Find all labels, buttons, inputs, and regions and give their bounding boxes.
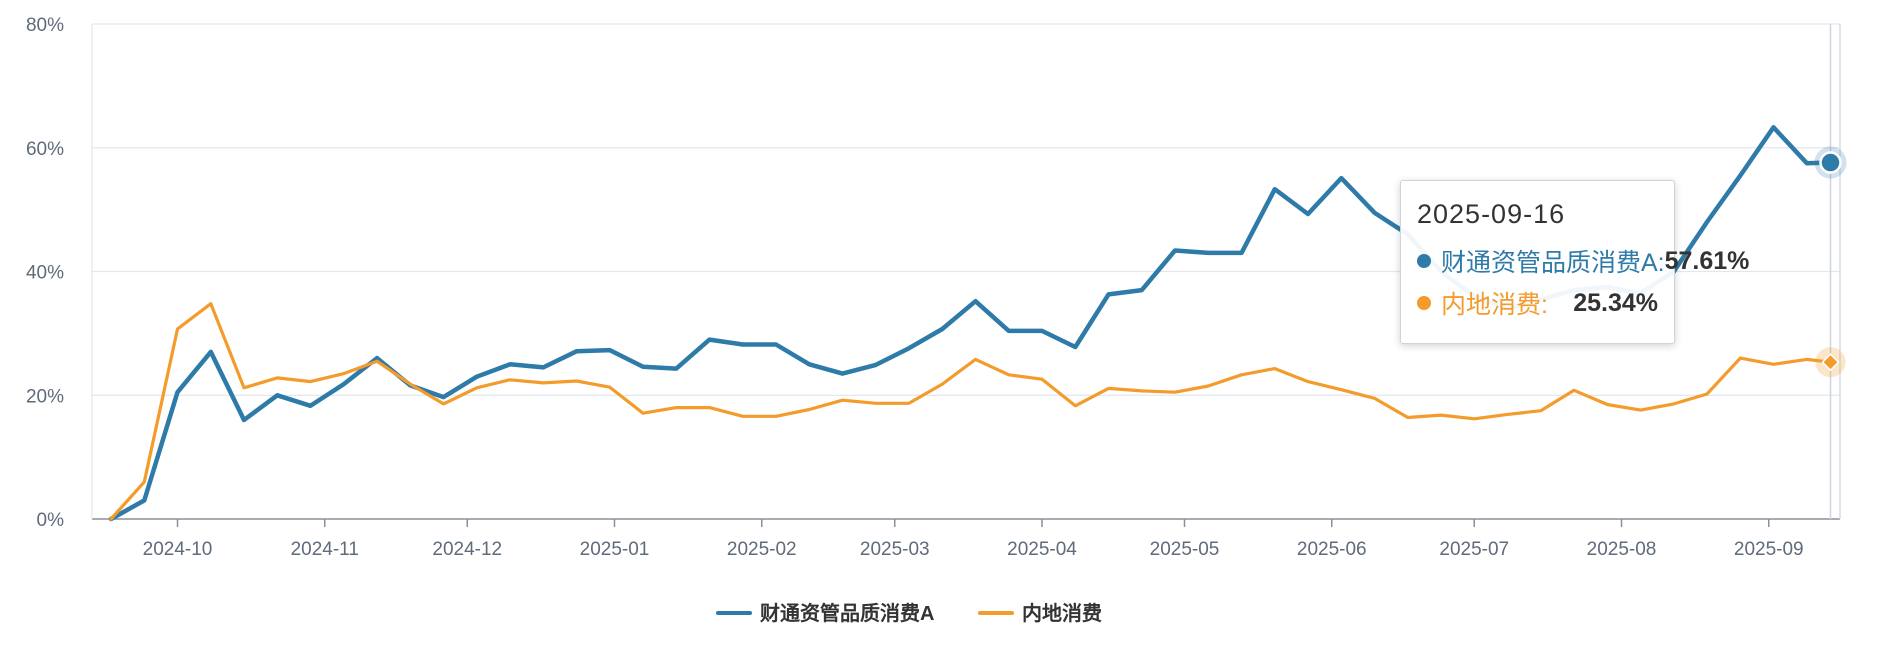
tooltip-series-2-name: 内地消费: xyxy=(1441,291,1548,319)
series-line-2[interactable] xyxy=(109,302,1833,521)
y-axis: 0% 20% 40% 60% 80% xyxy=(26,15,64,531)
tooltip-date: 2025-09-16 xyxy=(1417,199,1566,229)
legend-item-1[interactable]: 财通资管品质消费A xyxy=(716,601,934,625)
y-tick-label: 80% xyxy=(26,15,64,36)
tooltip-series-1-value: 57.61% xyxy=(1664,246,1750,275)
x-tick-label: 2025-07 xyxy=(1439,539,1509,560)
x-tick-label: 2025-02 xyxy=(727,539,797,560)
x-tick-label: 2025-08 xyxy=(1587,539,1657,560)
grid-lines xyxy=(91,23,1841,520)
y-tick-label: 0% xyxy=(37,510,65,531)
series-1-hover-point[interactable] xyxy=(1819,151,1842,174)
hover-markers xyxy=(1814,24,1847,519)
x-tick-label: 2025-05 xyxy=(1150,539,1220,560)
x-tick-label: 2025-01 xyxy=(580,539,650,560)
x-tick-label: 2025-09 xyxy=(1734,539,1804,560)
x-tick-label: 2024-12 xyxy=(432,539,502,560)
y-tick-label: 60% xyxy=(26,139,64,160)
x-axis: 2024-10 2024-11 2024-12 2025-01 2025-02 2025-… xyxy=(143,519,1804,560)
x-tick-label: 2025-04 xyxy=(1007,539,1077,560)
series-2-hover-point[interactable] xyxy=(1821,353,1840,372)
legend-label: 内地消费 xyxy=(1022,601,1102,625)
legend-label: 财通资管品质消费A xyxy=(760,601,934,625)
series-1-dot-icon xyxy=(1417,254,1431,268)
tooltip-series-2-value: 25.34% xyxy=(1573,288,1658,317)
x-tick-label: 2025-03 xyxy=(860,539,930,560)
y-tick-label: 20% xyxy=(26,386,64,407)
tooltip-row-series-2: 内地消费: 25.34% xyxy=(1417,282,1658,324)
tooltip-series-1-name: 财通资管品质消费A: xyxy=(1441,249,1665,277)
y-tick-label: 40% xyxy=(26,263,64,284)
tooltip-row-series-1: 财通资管品质消费A: 57.61% xyxy=(1417,240,1749,282)
legend-item-2[interactable]: 内地消费 xyxy=(978,601,1102,625)
x-tick-label: 2024-10 xyxy=(143,539,213,560)
x-tick-label: 2024-11 xyxy=(291,539,359,560)
x-tick-label: 2025-06 xyxy=(1297,539,1367,560)
tooltip: 2025-09-16 财通资管品质消费A: 57.61% 内地消费: 25.34… xyxy=(1400,180,1749,344)
legend[interactable]: 财通资管品质消费A 内地消费 xyxy=(716,601,1102,625)
series-2-dot-icon xyxy=(1417,296,1431,310)
